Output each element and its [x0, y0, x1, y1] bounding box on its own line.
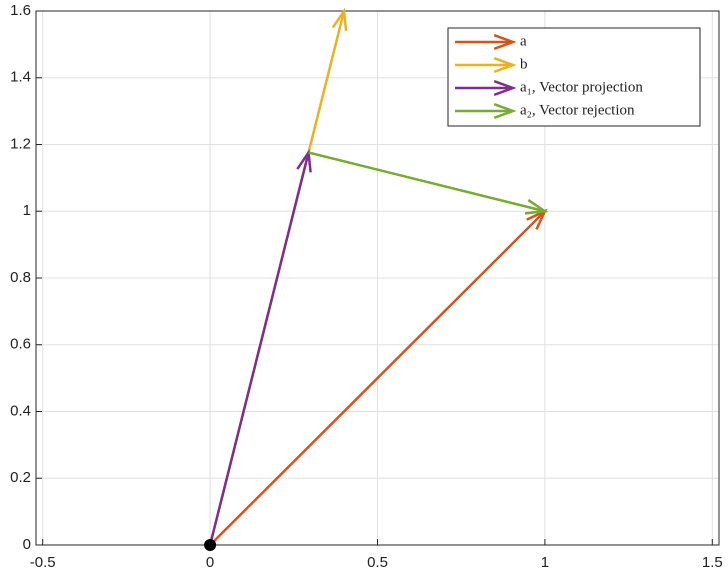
- x-tick-label: 1: [541, 554, 549, 571]
- y-tick-label: 1.6: [10, 2, 31, 19]
- y-tick-label: 1: [23, 202, 31, 219]
- legend-swatch: [455, 33, 517, 51]
- legend-swatch: [455, 102, 517, 120]
- legend-label: a: [520, 33, 527, 49]
- y-tick-label: 0.2: [10, 469, 31, 486]
- legend-label: b: [520, 56, 528, 72]
- legend-swatch: [455, 79, 517, 97]
- y-tick-label: 0.4: [10, 402, 31, 419]
- x-tick-label: 0.5: [367, 554, 388, 571]
- x-tick-label: 0: [206, 554, 214, 571]
- y-tick-label: 0.8: [10, 269, 31, 286]
- axes-box: [35, 10, 720, 546]
- x-tick-label: 1.5: [702, 554, 723, 571]
- legend-label: a₁, Vector projection: [520, 79, 643, 95]
- legend-swatch: [455, 56, 517, 74]
- vector-arrow: [308, 151, 549, 215]
- y-tick-label: 0.6: [10, 336, 31, 353]
- y-tick-label: 1.2: [10, 135, 31, 152]
- x-tick-label: -0.5: [30, 554, 56, 571]
- legend-label: a₂, Vector rejection: [520, 102, 635, 118]
- legend-box: [447, 27, 701, 127]
- y-tick-label: 1.4: [10, 69, 31, 86]
- origin-point: [204, 539, 217, 551]
- y-tick-label: 0: [23, 536, 31, 553]
